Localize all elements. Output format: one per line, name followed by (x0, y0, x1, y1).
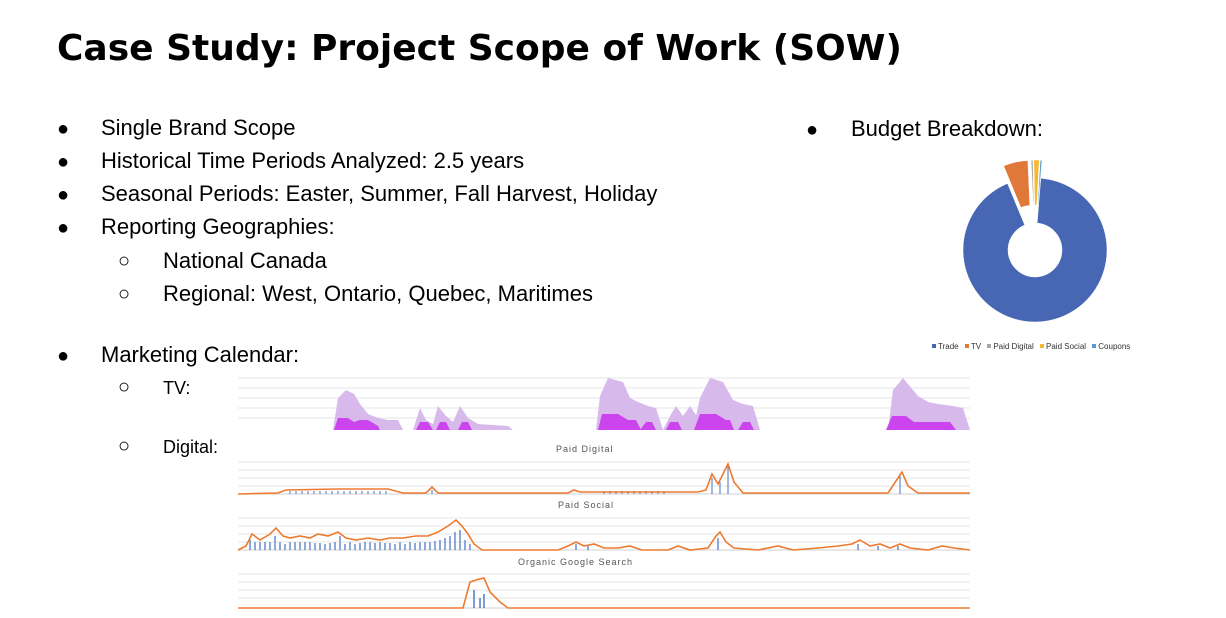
budget-breakdown-label: Budget Breakdown: (851, 116, 1044, 141)
legend-swatch-paid-social (1040, 344, 1045, 349)
budget-legend: Trade TV Paid Digital Paid Social Coupon… (928, 342, 1130, 351)
paid-digital-title: Paid Digital (556, 444, 614, 454)
paid-social-bars (249, 530, 899, 550)
paid-social-line (237, 518, 971, 551)
paid-digital-chart (237, 461, 970, 495)
legend-label-coupons: Coupons (1098, 342, 1131, 351)
legend-swatch-coupons (1092, 344, 1097, 349)
tv-calendar-chart (238, 377, 970, 430)
bullet-icon: ● (57, 118, 70, 140)
legend-label-tv: TV (970, 342, 982, 351)
bullet-geographies: Reporting Geographies: (101, 214, 335, 239)
sub-bullet-icon: ○ (118, 435, 131, 457)
legend-swatch-tv (964, 344, 969, 349)
bullet-icon: ● (806, 119, 819, 141)
legend-swatch-trade (932, 344, 936, 349)
paid-digital-line (237, 461, 970, 495)
paid-social-gridlines (238, 517, 970, 551)
organic-search-chart (238, 573, 970, 609)
organic-search-title: Organic Google Search (518, 557, 634, 567)
sub-bullet-national: National Canada (163, 248, 327, 273)
donut-slice-tv (1003, 160, 1031, 208)
sub-bullet-icon: ○ (118, 250, 131, 272)
bullet-icon: ● (57, 151, 70, 173)
bullet-seasonal: Seasonal Periods: Easter, Summer, Fall H… (101, 181, 658, 206)
legend-label-trade: Trade (938, 342, 959, 351)
paid-social-title: Paid Social (558, 500, 615, 510)
donut-slice-paid-digital (1030, 159, 1035, 206)
donut-slice-trade (962, 177, 1108, 323)
bullet-icon: ● (57, 217, 70, 239)
bullet-single-brand: Single Brand Scope (101, 115, 296, 140)
budget-donut-chart (962, 159, 1108, 323)
organic-search-gridlines (238, 573, 970, 609)
legend-swatch-paid-digital (987, 344, 992, 349)
bullet-marketing-calendar: Marketing Calendar: (101, 342, 300, 367)
donut-slice-coupons (1037, 159, 1043, 206)
legend-label-paid-social: Paid Social (1046, 342, 1087, 351)
organic-search-bars (473, 590, 485, 608)
page-title: Case Study: Project Scope of Work (SOW) (57, 28, 902, 69)
bullet-time-periods: Historical Time Periods Analyzed: 2.5 ye… (101, 148, 525, 173)
sub-bullet-icon: ○ (118, 376, 131, 398)
sub-bullet-regional: Regional: West, Ontario, Quebec, Maritim… (163, 281, 593, 306)
calendar-tv-label: TV: (163, 378, 191, 398)
organic-search-line (238, 577, 970, 609)
paid-social-chart (237, 517, 971, 551)
bullet-icon: ● (57, 345, 70, 367)
legend-label-paid-digital: Paid Digital (993, 342, 1034, 351)
tv-area-dark (334, 414, 956, 430)
donut-slice-paid-social (1033, 159, 1040, 206)
bullet-icon: ● (57, 184, 70, 206)
calendar-digital-label: Digital: (163, 437, 219, 457)
sub-bullet-icon: ○ (118, 283, 131, 305)
